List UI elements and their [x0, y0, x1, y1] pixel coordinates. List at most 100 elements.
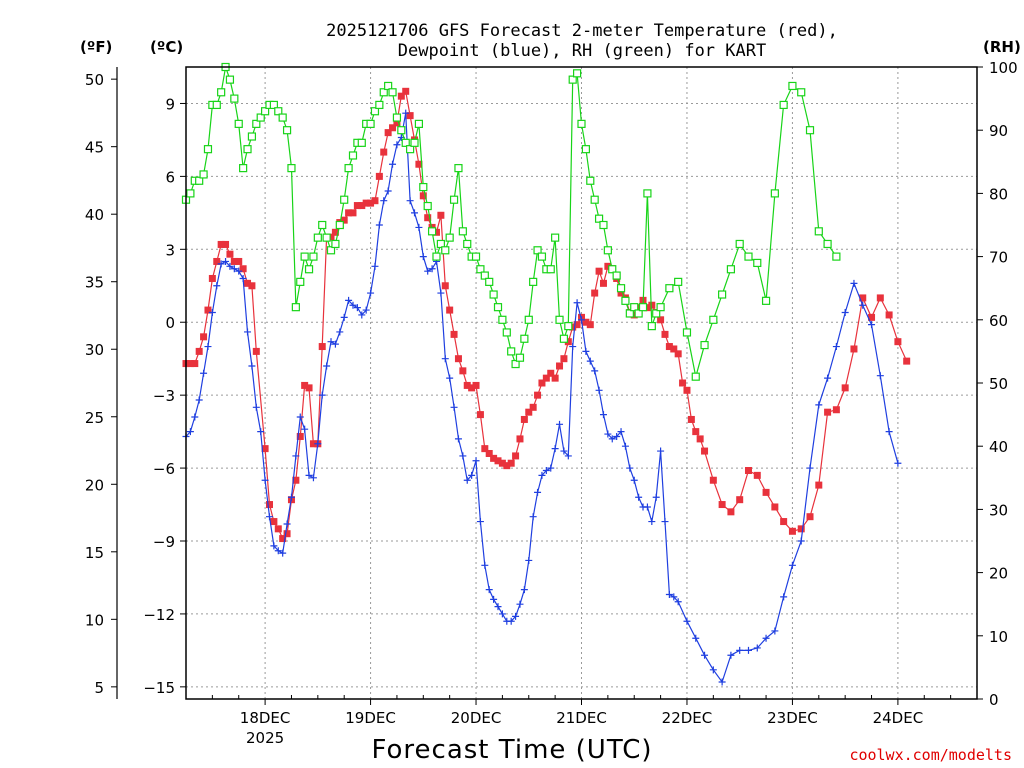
rh-point [392, 113, 402, 122]
dewpoint-point [296, 413, 304, 421]
dewpoint-point [389, 160, 397, 168]
temperature-point [309, 440, 317, 448]
temperature-point [283, 530, 291, 538]
x-axis-title: Forecast Time (UTC) [371, 735, 652, 765]
temperature-point [529, 403, 537, 411]
temperature-point [692, 428, 700, 436]
dewpoint-point [613, 432, 621, 440]
rh-point [507, 347, 516, 356]
dewpoint-point [657, 447, 665, 455]
rh-point [449, 195, 459, 204]
rh-point [406, 145, 415, 154]
celsius-tick-label: 0 [165, 314, 175, 332]
temperature-point [186, 360, 194, 368]
temperature-point [512, 452, 520, 460]
dewpoint-point [806, 464, 814, 472]
dewpoint-point [556, 420, 564, 428]
rh-point [779, 100, 788, 110]
dewpoint-point [345, 296, 353, 304]
rh-point [498, 315, 507, 324]
dewpoint-point [195, 396, 203, 404]
dewpoint-point [384, 187, 392, 195]
dewpoint-point [323, 362, 331, 370]
dewpoint-point [512, 612, 520, 620]
celsius-tick-label: 9 [165, 95, 175, 113]
dewpoint-point [446, 374, 454, 382]
celsius-tick-label: −9 [153, 533, 175, 551]
rh-point [388, 88, 397, 97]
series-plus-group [182, 109, 902, 686]
dewpoint-point [621, 442, 629, 450]
rh-point [493, 303, 503, 312]
dewpoint-point [569, 343, 577, 351]
rh-point [217, 88, 226, 97]
rh-point [252, 119, 261, 128]
temperature-point [472, 381, 480, 389]
dewpoint-point [709, 666, 717, 674]
credit-link[interactable]: coolwx.com/modelts [849, 746, 1012, 764]
time-tick-label: 24DEC [873, 709, 924, 727]
dewpoint-point [762, 634, 770, 642]
temperature-point [591, 289, 599, 297]
rh-point [203, 145, 213, 154]
temperature-point [573, 321, 581, 329]
temperature-point [534, 391, 542, 399]
series-layer [181, 62, 911, 686]
rh-point [647, 322, 656, 331]
dewpoint-point [454, 435, 462, 443]
temperature-point [213, 257, 221, 265]
rh-point [375, 100, 384, 110]
temperature-point [569, 323, 577, 331]
rh-point [638, 303, 648, 312]
temperature-point [815, 481, 823, 489]
dewpoint-point [630, 476, 638, 484]
temperature-point [248, 282, 256, 290]
rh-point [520, 334, 529, 343]
fahrenheit-tick-label: 40 [85, 206, 104, 224]
dewpoint-point [490, 595, 498, 603]
dewpoint-point [534, 488, 542, 496]
dewpoint-point [599, 411, 607, 419]
rh-point [436, 239, 445, 249]
time-tick-label: 23DEC [767, 709, 818, 727]
temperature-point [274, 525, 282, 533]
rh-point [335, 220, 344, 230]
dewpoint-point [217, 260, 225, 268]
dewpoint-point [894, 459, 902, 467]
rh-point [186, 189, 195, 198]
rh-point [370, 107, 380, 116]
rh-point [379, 88, 388, 97]
temperature-point [331, 228, 339, 236]
dewpoint-point [244, 328, 252, 336]
rh-point [603, 246, 612, 255]
temperature-point [617, 289, 625, 297]
fahrenheit-tick-label: 30 [85, 341, 104, 359]
rh-point [805, 126, 815, 135]
temperature-point [604, 262, 612, 270]
dewpoint-point [560, 447, 568, 455]
temperature-point [674, 350, 682, 358]
temperature-point [217, 240, 225, 248]
rh-point [665, 284, 674, 293]
temperature-point [547, 369, 555, 377]
dewpoint-point [257, 428, 265, 436]
rh-point [761, 296, 771, 305]
celsius-axis-unit: (ºC) [150, 38, 183, 56]
dewpoint-point [406, 197, 414, 205]
dewpoint-point [459, 452, 467, 460]
temperature-point [903, 357, 911, 365]
rh-point [401, 138, 410, 147]
dewpoint-point [292, 452, 300, 460]
dewpoint-point [415, 223, 423, 231]
temperature-point [476, 411, 484, 419]
temperature-point [507, 459, 515, 467]
time-tick-label: 20DEC [451, 709, 502, 727]
temperature-point [696, 435, 704, 443]
celsius-tick-label: −6 [153, 460, 175, 478]
temperature-point [894, 338, 902, 346]
temperature-point [788, 527, 796, 535]
temperature-point [301, 381, 309, 389]
rh-point [577, 119, 586, 128]
rh-point [357, 138, 366, 147]
